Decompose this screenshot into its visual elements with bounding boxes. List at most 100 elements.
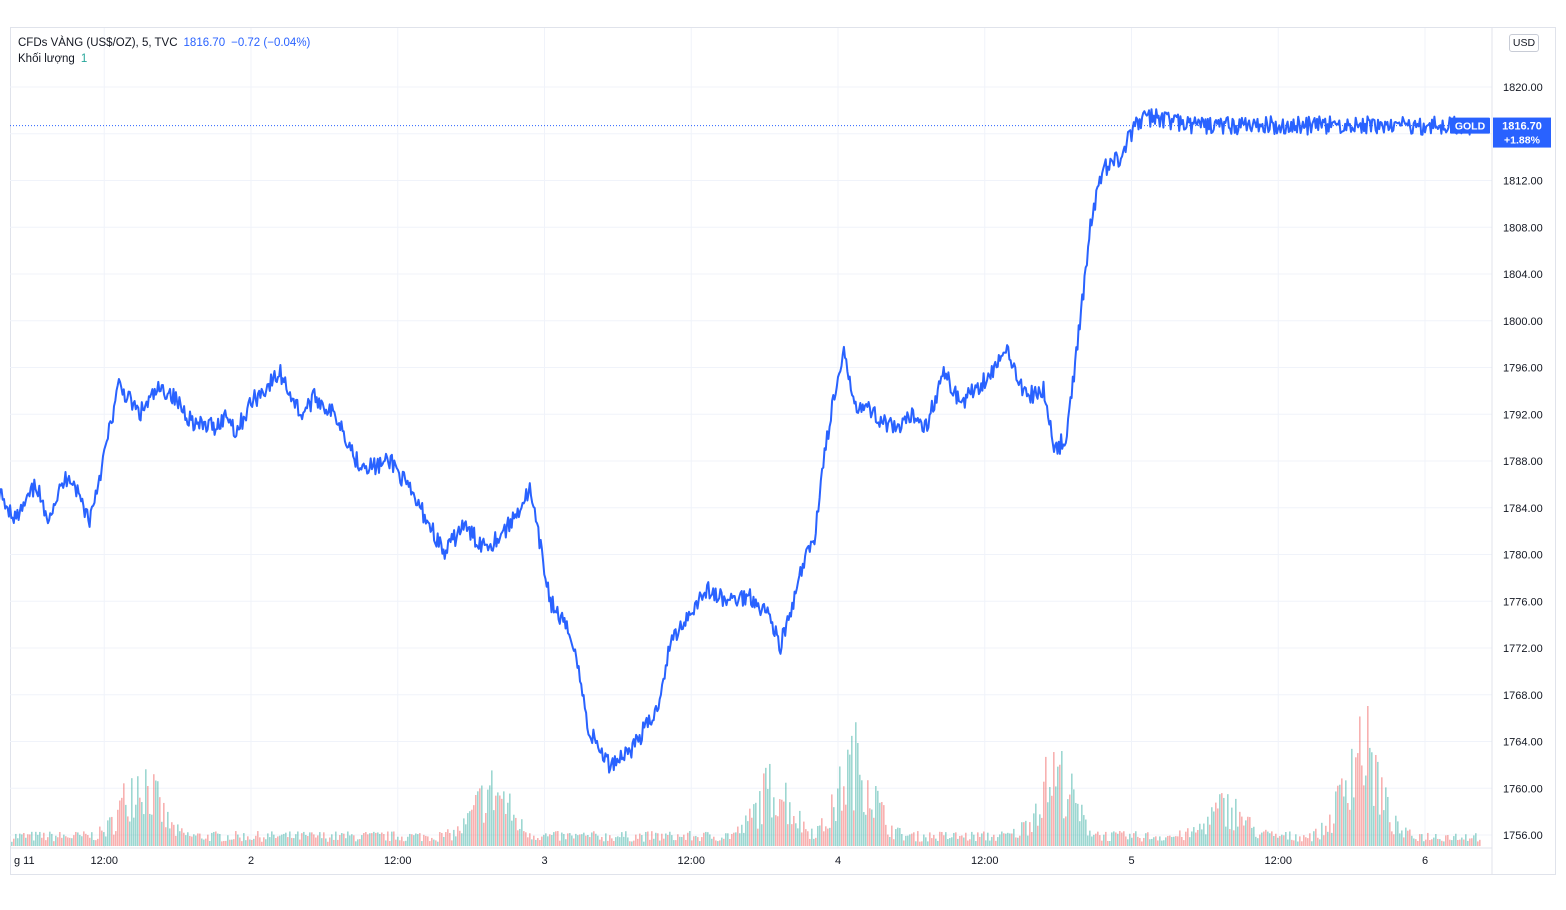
volume-bar <box>1419 834 1421 846</box>
volume-bar <box>745 815 747 846</box>
volume-bar <box>107 820 109 846</box>
currency-button[interactable]: USD <box>1509 34 1539 52</box>
volume-bar <box>1183 840 1185 846</box>
volume-bar <box>1053 752 1055 846</box>
volume-bar <box>391 831 393 846</box>
volume-bar <box>853 810 855 846</box>
volume-bar <box>1213 811 1215 846</box>
volume-bar <box>575 833 577 846</box>
volume-bar <box>935 838 937 846</box>
volume-bar <box>17 838 19 846</box>
volume-bar <box>815 837 817 846</box>
volume-bar <box>729 838 731 846</box>
chart-area[interactable] <box>10 27 1556 875</box>
volume-bar <box>345 838 347 846</box>
volume-bar <box>599 839 601 846</box>
volume-bar <box>1033 813 1035 846</box>
x-tick-label: g 11 <box>14 855 35 867</box>
y-tick-label: 1812.00 <box>1503 176 1543 188</box>
volume-bar <box>349 835 351 846</box>
volume-bar <box>619 837 621 846</box>
volume-bar <box>601 836 603 846</box>
volume-bar <box>1129 833 1131 846</box>
volume-bar <box>259 837 261 846</box>
volume-bar <box>291 837 293 846</box>
volume-bar <box>163 802 165 846</box>
volume-bar <box>801 832 803 846</box>
volume-bar <box>293 838 295 846</box>
y-tick-label: 1788.00 <box>1503 456 1543 468</box>
volume-bar <box>1273 835 1275 846</box>
volume-bar <box>933 834 935 846</box>
volume-bar <box>1025 820 1027 846</box>
volume-bar <box>1459 839 1461 846</box>
volume-bar <box>953 832 955 846</box>
volume-bar <box>923 834 925 846</box>
volume-bar <box>1303 835 1305 846</box>
volume-bar <box>1447 835 1449 846</box>
volume-bar <box>29 834 31 846</box>
volume-bar <box>701 837 703 846</box>
volume-bar <box>105 836 107 846</box>
volume-bar <box>41 837 43 846</box>
volume-bar <box>143 814 145 846</box>
volume-bar <box>513 814 515 846</box>
volume-bar <box>1271 831 1273 846</box>
volume-bar <box>1147 832 1149 846</box>
volume-bar <box>763 773 765 846</box>
volume-bar <box>567 833 569 846</box>
volume-bar <box>1299 836 1301 846</box>
volume-bar <box>177 824 179 846</box>
volume-bar <box>39 831 41 846</box>
volume-bar <box>1179 830 1181 846</box>
volume-bar <box>1415 839 1417 846</box>
volume-bar <box>975 841 977 846</box>
volume-bar <box>739 833 741 846</box>
volume-bar <box>535 839 537 846</box>
volume-bar <box>49 831 51 846</box>
volume-bar <box>483 822 485 846</box>
legend-volume-row: Khối lượng 1 <box>18 51 310 67</box>
volume-bar <box>837 788 839 846</box>
volume-bar <box>755 802 757 846</box>
volume-bar <box>385 840 387 846</box>
symbol-tag: GOLD <box>1455 121 1486 133</box>
volume-bar <box>1051 795 1053 846</box>
volume-bar <box>1393 834 1395 846</box>
volume-bar <box>503 791 505 846</box>
volume-bar <box>1001 831 1003 846</box>
volume-bar <box>21 834 23 846</box>
volume-bar <box>679 836 681 846</box>
volume-bar <box>697 837 699 846</box>
volume-bar <box>839 766 841 846</box>
volume-bar <box>1005 833 1007 846</box>
volume-bar <box>963 837 965 846</box>
volume-bar <box>931 838 933 846</box>
volume-bar <box>525 832 527 846</box>
volume-bar <box>945 832 947 846</box>
volume-bar <box>1045 756 1047 846</box>
volume-bar <box>1003 833 1005 846</box>
volume-bar <box>469 811 471 846</box>
volume-bar <box>973 834 975 846</box>
volume-bar <box>1411 835 1413 846</box>
volume-bar <box>1293 840 1295 846</box>
volume-bar <box>405 840 407 846</box>
volume-bar <box>1323 835 1325 846</box>
volume-bar <box>747 821 749 846</box>
volume-bar <box>351 834 353 846</box>
volume-bar <box>505 813 507 846</box>
volume-bar <box>899 828 901 846</box>
volume-bar <box>743 832 745 846</box>
volume-bar <box>417 834 419 846</box>
volume-bar <box>1477 841 1479 846</box>
y-tick-label: 1772.00 <box>1503 643 1543 655</box>
volume-bar <box>1345 780 1347 846</box>
volume-bar <box>1413 838 1415 846</box>
volume-bar <box>693 836 695 846</box>
volume-bar <box>495 795 497 846</box>
volume-bar <box>527 837 529 846</box>
volume-bar <box>1243 825 1245 846</box>
volume-bar <box>695 835 697 846</box>
